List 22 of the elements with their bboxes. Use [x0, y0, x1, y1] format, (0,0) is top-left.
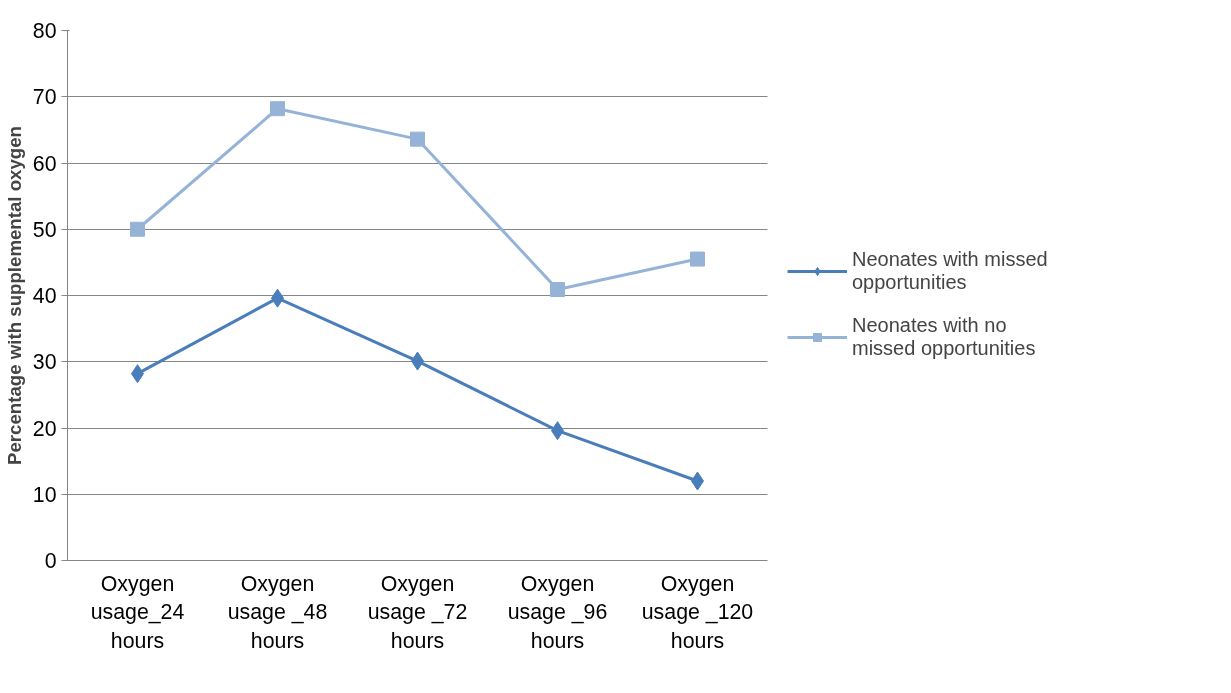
- y-axis-title: Percentage with supplemental oxygen: [3, 125, 25, 465]
- y-tick-label: 80: [32, 19, 57, 43]
- point: [130, 221, 145, 237]
- y-tick-label: 50: [32, 217, 57, 242]
- x-tick-label: Oxygen usage _96 hours: [507, 571, 608, 654]
- y-tick-label: 10: [32, 482, 57, 507]
- y-tick-label: 0: [44, 549, 57, 573]
- point: [270, 101, 285, 117]
- point: [550, 282, 565, 298]
- y-tick-label: 40: [32, 284, 57, 308]
- y-tick-label: 60: [32, 151, 57, 176]
- legend-label: Neonates with no missed opportunities: [852, 314, 1036, 360]
- point: [410, 131, 425, 147]
- y-tick-label: 20: [32, 416, 57, 441]
- point: [690, 251, 705, 267]
- y-tick-label: 70: [32, 85, 57, 110]
- x-tick-label: Oxygen usage_24 hours: [90, 571, 185, 654]
- legend-label: Neonates with missed opportunities: [852, 248, 1048, 294]
- y-tick-label: 30: [32, 350, 57, 375]
- x-tick-label: Oxygen usage _72 hours: [367, 571, 468, 654]
- x-tick-label: Oxygen usage _48 hours: [227, 571, 328, 654]
- x-tick-label: Oxygen usage _120 hours: [641, 571, 754, 654]
